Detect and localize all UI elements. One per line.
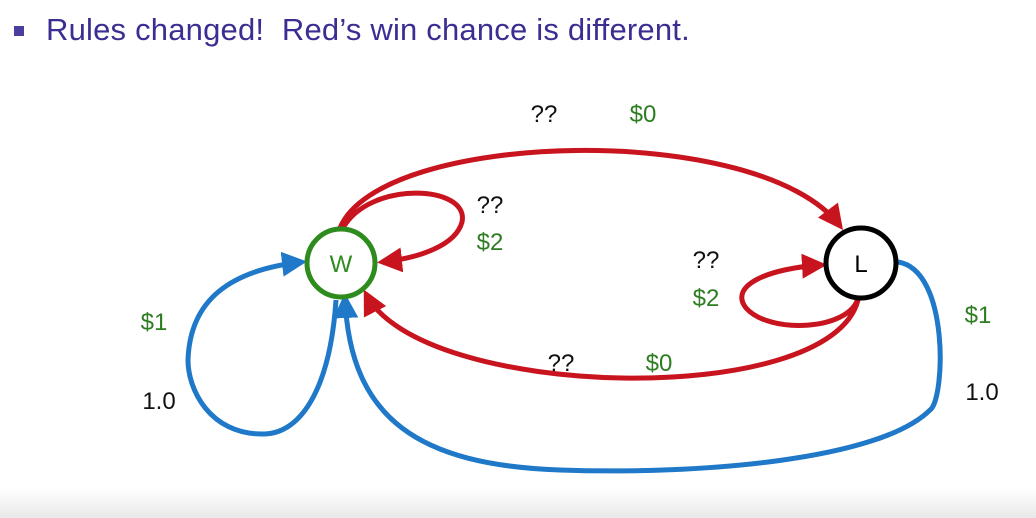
node-w-label: W	[330, 251, 353, 278]
w-self-blue-prob: 1.0	[142, 388, 175, 415]
edge-l-self-red	[739, 253, 861, 328]
l-self-red-prob: ??	[693, 247, 720, 274]
edge-w-to-l	[337, 147, 844, 230]
bottom-edge-shade	[0, 488, 1036, 518]
w-to-l-reward: $0	[630, 101, 657, 128]
edge-l-to-w-red	[363, 289, 861, 381]
w-to-l-prob: ??	[531, 101, 558, 128]
l-self-red-reward: $2	[693, 285, 720, 312]
bullet-line: Rules changed! Red’s win chance is diffe…	[14, 12, 690, 48]
l-to-w-blue-prob: 1.0	[965, 379, 998, 406]
edge-w-self-red	[340, 190, 465, 273]
edge-w-self-blue	[185, 251, 339, 437]
l-to-w-blue-reward: $1	[965, 302, 992, 329]
node-l: L	[823, 225, 899, 301]
bullet-text: Rules changed! Red’s win chance is diffe…	[46, 12, 690, 47]
l-to-w-red-reward: $0	[646, 350, 673, 377]
edge-l-to-w-blue	[333, 259, 943, 474]
w-self-red-reward: $2	[477, 229, 504, 256]
node-w: W	[304, 226, 378, 300]
w-self-blue-reward: $1	[141, 309, 168, 336]
w-self-red-prob: ??	[477, 192, 504, 219]
square-bullet-icon	[14, 26, 24, 36]
node-l-label: L	[854, 251, 867, 278]
l-to-w-red-prob: ??	[548, 350, 575, 377]
